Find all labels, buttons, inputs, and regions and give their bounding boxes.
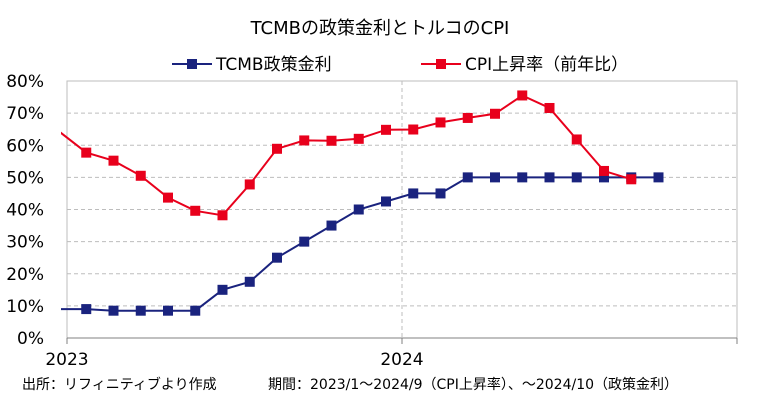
data-point [244, 276, 255, 287]
y-tick-label: 50% [6, 168, 44, 188]
legend-label-policy-rate: TCMB政策金利 [215, 55, 332, 75]
data-point [353, 133, 364, 144]
data-point [408, 124, 419, 135]
data-point [272, 143, 282, 154]
data-point [544, 102, 555, 113]
data-point [190, 205, 201, 216]
data-point [517, 90, 528, 101]
data-point [81, 147, 92, 158]
y-tick-label: 0% [17, 329, 44, 349]
data-point [435, 117, 446, 128]
legend-marker-policy-rate [187, 59, 197, 69]
data-point [462, 112, 473, 123]
data-point [244, 179, 255, 190]
data-point [517, 172, 528, 183]
data-point [163, 192, 173, 203]
chart-title: TCMBの政策金利とトルコのCPI [250, 18, 510, 39]
data-point [571, 134, 582, 145]
data-point [381, 196, 391, 207]
data-point [381, 124, 391, 135]
data-point [108, 305, 119, 316]
legend-label-cpi: CPI上昇率（前年比） [465, 55, 628, 75]
data-point [435, 188, 446, 199]
data-point [299, 236, 310, 247]
data-point [490, 172, 500, 183]
data-point [408, 188, 419, 199]
data-point [217, 284, 228, 295]
data-point [299, 135, 310, 146]
series-group [61, 90, 664, 316]
y-tick-label: 70% [6, 104, 44, 124]
x-tick-label: 2024 [380, 350, 423, 370]
y-tick-label: 30% [6, 233, 44, 253]
legend-item-policy-rate: TCMB政策金利 [172, 55, 332, 75]
series-line-1 [61, 94, 632, 217]
data-point [272, 252, 282, 263]
data-point [326, 220, 337, 231]
x-axis: 2023 2024 [45, 337, 738, 370]
data-point [108, 155, 119, 166]
data-point [544, 172, 555, 183]
data-point [599, 172, 609, 183]
data-point [190, 305, 201, 316]
legend: TCMB政策金利 CPI上昇率（前年比） [172, 55, 628, 75]
data-point [135, 170, 146, 181]
data-point [626, 174, 637, 185]
data-point [81, 304, 92, 315]
data-point [571, 172, 582, 183]
legend-item-cpi: CPI上昇率（前年比） [421, 55, 628, 75]
data-point [217, 210, 228, 221]
y-axis: 0% 10% 20% 30% 40% 50% 60% 70% 80% [6, 72, 44, 349]
data-point [599, 165, 609, 176]
source-note: 出所：リフィニティブより作成 [22, 376, 217, 393]
y-tick-label: 20% [6, 265, 44, 285]
data-point [653, 172, 664, 183]
data-point [163, 305, 173, 316]
data-point [353, 204, 364, 215]
y-tick-label: 10% [6, 297, 44, 317]
gridlines [67, 81, 737, 338]
y-tick-label: 40% [6, 201, 44, 221]
data-point [490, 108, 500, 119]
series-1 [61, 90, 637, 221]
data-point [326, 135, 337, 146]
legend-marker-cpi [436, 59, 446, 69]
data-point [462, 172, 473, 183]
data-point [135, 305, 146, 316]
x-tick-label: 2023 [45, 350, 88, 370]
period-note: 期間：2023/1～2024/9（CPI上昇率）、～2024/10（政策金利） [268, 376, 678, 393]
series-line-0 [61, 176, 659, 312]
y-tick-label: 60% [6, 136, 44, 156]
y-tick-label: 80% [6, 72, 44, 92]
series-0 [61, 172, 664, 316]
